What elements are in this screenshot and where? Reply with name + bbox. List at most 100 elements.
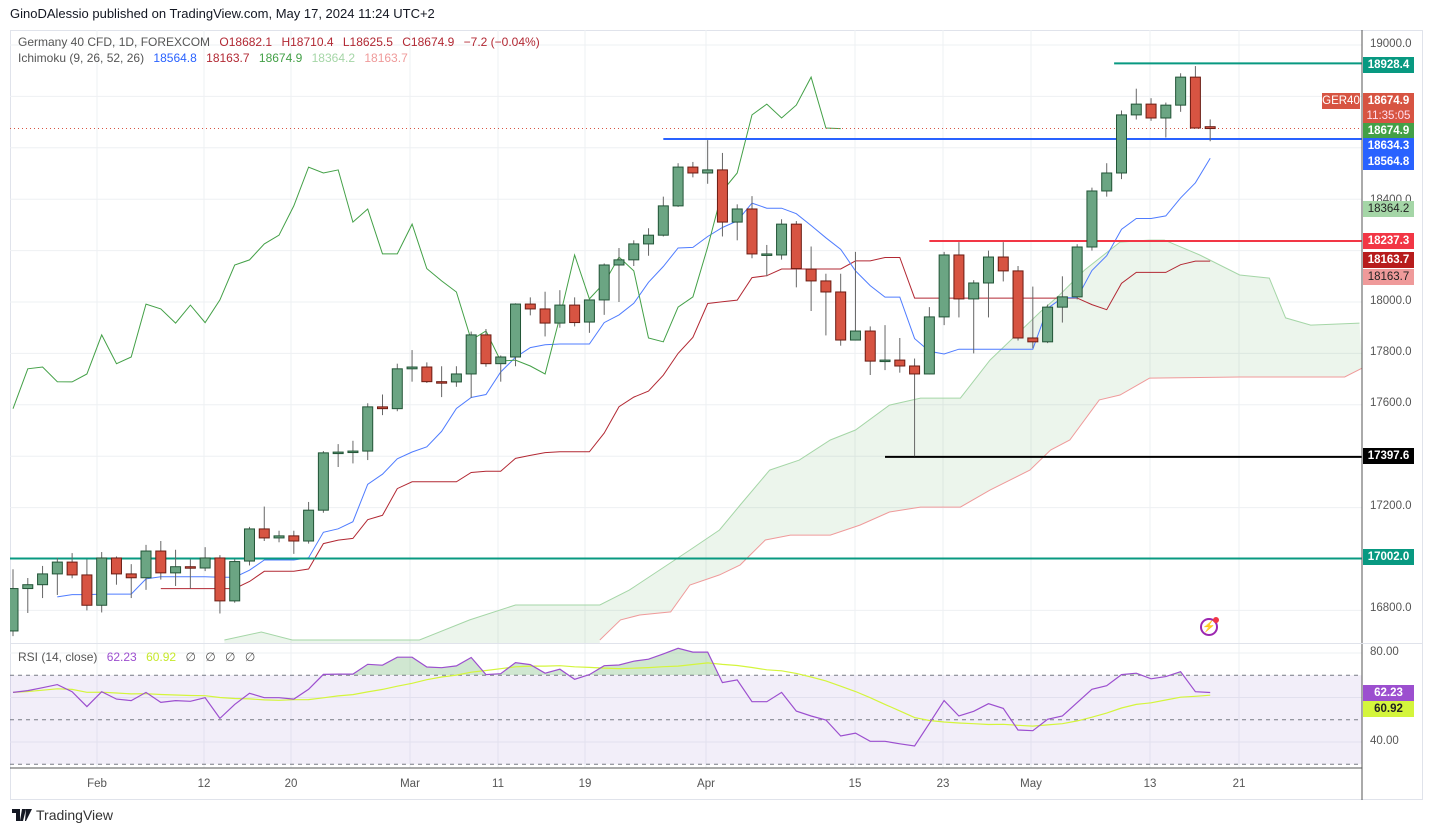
candle[interactable] <box>22 578 34 613</box>
candle[interactable] <box>184 559 196 589</box>
candle[interactable] <box>510 303 522 367</box>
candle[interactable] <box>982 250 994 318</box>
tradingview-logo[interactable]: TradingView <box>12 807 113 823</box>
candle[interactable] <box>539 291 551 337</box>
candle[interactable] <box>628 240 640 267</box>
candle[interactable] <box>96 552 108 613</box>
candle[interactable] <box>1145 98 1157 121</box>
candle[interactable] <box>66 553 78 579</box>
candle[interactable] <box>569 297 581 327</box>
candle[interactable] <box>1086 187 1098 251</box>
candle-body <box>643 234 655 245</box>
candle[interactable] <box>421 362 433 383</box>
candle[interactable] <box>820 273 832 336</box>
candle[interactable] <box>687 161 699 178</box>
candle[interactable] <box>849 251 861 341</box>
candle[interactable] <box>214 555 226 614</box>
candle[interactable] <box>125 564 137 599</box>
candle[interactable] <box>879 325 891 371</box>
candle[interactable] <box>657 196 669 237</box>
candle[interactable] <box>583 299 595 333</box>
candle[interactable] <box>731 204 743 241</box>
candle[interactable] <box>391 363 403 412</box>
candle[interactable] <box>229 559 241 603</box>
rsi-na-4: ∅ <box>244 650 256 664</box>
candle[interactable] <box>258 506 270 542</box>
candle[interactable] <box>1160 102 1172 138</box>
time-tick: Apr <box>697 778 715 790</box>
candle[interactable] <box>51 557 63 595</box>
candle[interactable] <box>450 366 462 387</box>
candle[interactable] <box>672 163 684 207</box>
candle[interactable] <box>170 549 182 586</box>
candle[interactable] <box>716 152 728 237</box>
candle[interactable] <box>1101 163 1113 197</box>
candle[interactable] <box>480 328 492 367</box>
candle[interactable] <box>37 565 49 599</box>
candle-body <box>702 169 714 174</box>
candle[interactable] <box>790 221 802 288</box>
candle-body <box>982 256 994 284</box>
candle[interactable] <box>997 242 1009 282</box>
candle-body <box>66 561 78 576</box>
candle[interactable] <box>1189 66 1201 129</box>
candle[interactable] <box>347 440 359 464</box>
candle[interactable] <box>1012 266 1024 341</box>
candle[interactable] <box>524 297 536 316</box>
candle[interactable] <box>1175 73 1187 112</box>
candle[interactable] <box>554 290 566 328</box>
candle-body <box>1027 337 1039 343</box>
candle-body <box>820 280 832 293</box>
candle[interactable] <box>1116 110 1127 180</box>
lightning-icon[interactable]: ⚡ <box>1200 617 1219 636</box>
candle-body <box>864 330 876 362</box>
candle[interactable] <box>968 280 980 354</box>
rsi-label[interactable]: RSI (14, close) <box>18 650 98 664</box>
candle[interactable] <box>746 196 758 259</box>
candle[interactable] <box>199 547 211 572</box>
candle[interactable] <box>155 541 167 580</box>
symbol-name[interactable]: Germany 40 CFD, 1D, FOREXCOM <box>18 35 211 49</box>
candle[interactable] <box>776 219 788 260</box>
candle[interactable] <box>377 394 388 416</box>
candle[interactable] <box>406 350 418 382</box>
candle[interactable] <box>613 248 625 302</box>
candle[interactable] <box>702 140 714 184</box>
candle[interactable] <box>864 326 876 375</box>
candle[interactable] <box>317 451 329 513</box>
candle[interactable] <box>1056 276 1068 323</box>
candle[interactable] <box>1071 244 1083 300</box>
candle[interactable] <box>835 273 847 346</box>
candle[interactable] <box>288 530 300 554</box>
candle[interactable] <box>909 358 921 457</box>
candle-body <box>480 334 492 365</box>
candle[interactable] <box>923 307 935 375</box>
candle[interactable] <box>465 331 477 398</box>
candle[interactable] <box>1027 286 1039 349</box>
candle[interactable] <box>140 544 152 590</box>
candle[interactable] <box>1130 88 1142 120</box>
ichimoku-label[interactable]: Ichimoku (9, 26, 52, 26) <box>18 51 145 65</box>
candle[interactable] <box>495 355 507 382</box>
candle[interactable] <box>81 559 93 611</box>
candle[interactable] <box>110 556 122 585</box>
candle[interactable] <box>273 530 285 543</box>
candle[interactable] <box>953 242 965 318</box>
candle[interactable] <box>436 366 448 398</box>
candle[interactable] <box>761 244 773 277</box>
candle[interactable] <box>1042 304 1054 344</box>
candle[interactable] <box>303 501 315 544</box>
candle[interactable] <box>938 251 950 326</box>
candle[interactable] <box>805 246 817 311</box>
candle-body <box>495 356 507 365</box>
candle[interactable] <box>243 526 255 566</box>
price-tick: 18000.0 <box>1370 295 1412 307</box>
candle[interactable] <box>8 569 19 637</box>
candle[interactable] <box>1204 119 1216 142</box>
candle[interactable] <box>894 337 906 373</box>
candle[interactable] <box>332 444 344 467</box>
candle[interactable] <box>598 263 610 315</box>
candle[interactable] <box>643 228 655 256</box>
candle[interactable] <box>362 403 374 461</box>
